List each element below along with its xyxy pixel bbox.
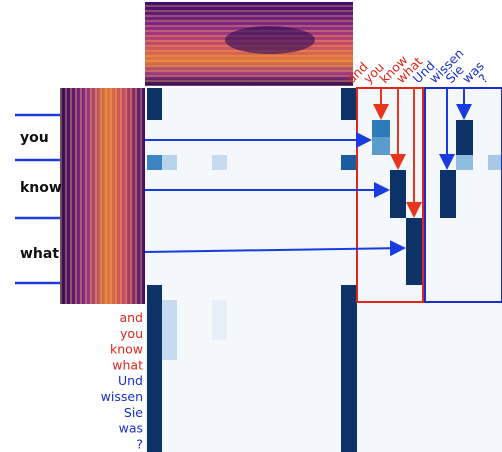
heatmap	[145, 87, 502, 452]
row-label: Sie	[124, 405, 143, 420]
word-label: what	[20, 246, 59, 262]
word-label: you	[20, 130, 49, 146]
row-label: and	[119, 310, 143, 325]
row-label: was	[119, 421, 143, 436]
alignment-arrows	[144, 88, 472, 257]
row-label: ?	[136, 436, 143, 451]
row-label: know	[110, 342, 143, 357]
word-boundaries	[15, 113, 60, 285]
word-label: know	[20, 180, 62, 196]
spectrogram-top	[145, 2, 353, 86]
row-label: Und	[118, 373, 143, 388]
row-label: you	[120, 326, 143, 341]
row-label: wissen	[101, 389, 143, 404]
column-label: ?	[476, 71, 491, 86]
row-label: what	[112, 357, 143, 372]
spectrogram-left	[60, 88, 145, 304]
